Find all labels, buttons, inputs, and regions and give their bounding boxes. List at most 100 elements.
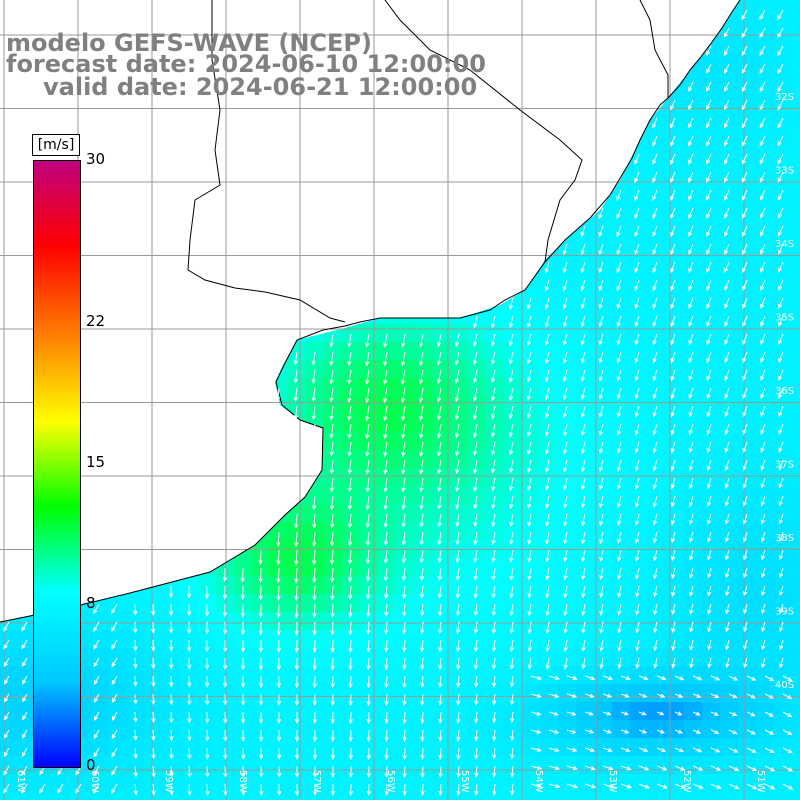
wind-arrow (653, 549, 658, 562)
wind-arrow (688, 225, 694, 238)
wind-arrow (634, 441, 640, 454)
wind-arrow (724, 243, 730, 255)
wind-arrow (455, 513, 460, 528)
wind-arrow (741, 27, 748, 39)
wind-arrow (311, 405, 316, 421)
wind-speed-cell (756, 684, 775, 703)
wind-arrow (616, 315, 622, 328)
wind-speed-cell (648, 270, 667, 289)
wind-speed-cell (216, 594, 235, 613)
wind-speed-cell (198, 738, 217, 757)
wind-speed-cell (738, 738, 757, 757)
wind-speed-cell (756, 234, 775, 253)
wind-arrow (656, 693, 666, 698)
wind-speed-cell (702, 342, 721, 361)
wind-speed-cell (594, 504, 613, 523)
wind-arrow (223, 729, 228, 742)
wind-speed-cell (756, 36, 775, 55)
wind-arrow (111, 675, 118, 686)
wind-speed-cell (504, 450, 523, 469)
wind-speed-cell (540, 630, 559, 649)
wind-arrow (548, 765, 561, 771)
wind-speed-cell (648, 144, 667, 163)
wind-speed-cell (306, 486, 325, 505)
wind-arrow (418, 351, 424, 367)
wind-arrow (670, 351, 676, 364)
wind-speed-cell (774, 414, 793, 433)
wind-speed-cell (108, 684, 127, 703)
wind-arrow (329, 459, 334, 475)
wind-speed-cell (702, 414, 721, 433)
wind-arrow (599, 657, 604, 670)
wind-speed-cell (738, 792, 757, 800)
wind-speed-cell (468, 648, 487, 667)
wind-speed-cell (540, 324, 559, 343)
wind-speed-cell (666, 792, 685, 800)
wind-speed-cell (558, 324, 577, 343)
wind-arrow (401, 459, 406, 475)
wind-speed-cell (540, 666, 559, 685)
wind-arrow (746, 711, 756, 717)
wind-arrow (761, 621, 766, 633)
wind-speed-cell (774, 612, 793, 631)
wind-speed-cell (378, 486, 397, 505)
wind-speed-cell (0, 702, 19, 721)
wind-speed-cell (504, 468, 523, 487)
wind-arrow (616, 225, 622, 238)
wind-arrow (473, 675, 479, 688)
wind-arrow (419, 531, 424, 546)
wind-speed-cell (486, 522, 505, 541)
wind-arrow (580, 297, 586, 310)
wind-speed-cell (702, 504, 721, 523)
wind-arrow (760, 423, 766, 436)
wind-arrow (509, 567, 514, 581)
wind-arrow (634, 279, 640, 292)
wind-arrow (329, 513, 335, 529)
wind-speed-cell (756, 126, 775, 145)
wind-arrow (22, 693, 28, 703)
wind-speed-cell (774, 360, 793, 379)
wind-speed-cell (396, 594, 415, 613)
wind-speed-cell (702, 378, 721, 397)
wind-speed-cell (396, 360, 415, 379)
wind-speed-cell (756, 432, 775, 451)
wind-speed-cell (774, 18, 793, 37)
wind-speed-cell (342, 666, 361, 685)
wind-speed-cell (432, 666, 451, 685)
wind-speed-cell (702, 162, 721, 181)
wind-arrow (761, 603, 766, 615)
wind-arrow (222, 585, 228, 600)
wind-arrow (347, 513, 353, 529)
wind-arrow (509, 549, 514, 563)
wind-speed-cell (342, 342, 361, 361)
wind-speed-cell (162, 684, 181, 703)
wind-arrow (706, 333, 712, 346)
wind-arrow (293, 513, 299, 529)
wind-speed-cell (432, 720, 451, 739)
wind-arrow (759, 63, 766, 75)
wind-speed-cell (162, 792, 181, 800)
wind-arrow (329, 351, 334, 366)
wind-arrow (276, 657, 282, 671)
wind-arrow (151, 747, 156, 760)
wind-speed-cell (126, 612, 145, 631)
wind-speed-cell (540, 306, 559, 325)
wind-arrow (760, 261, 766, 273)
wind-speed-cell (774, 234, 793, 253)
wind-speed-cell (450, 684, 469, 703)
wind-arrow (3, 783, 10, 794)
wind-arrow (598, 441, 604, 455)
wind-speed-cell (522, 378, 541, 397)
wind-arrow (490, 423, 496, 438)
wind-arrow (548, 675, 561, 681)
wind-speed-cell (270, 576, 289, 595)
wind-arrow (743, 585, 748, 597)
wind-arrow (724, 207, 730, 219)
wind-speed-cell (234, 738, 253, 757)
wind-speed-cell (774, 0, 793, 19)
wind-speed-cell (792, 450, 800, 469)
wind-arrow (204, 585, 210, 600)
wind-speed-cell (594, 450, 613, 469)
wind-speed-cell (234, 648, 253, 667)
wind-arrow (724, 531, 730, 543)
